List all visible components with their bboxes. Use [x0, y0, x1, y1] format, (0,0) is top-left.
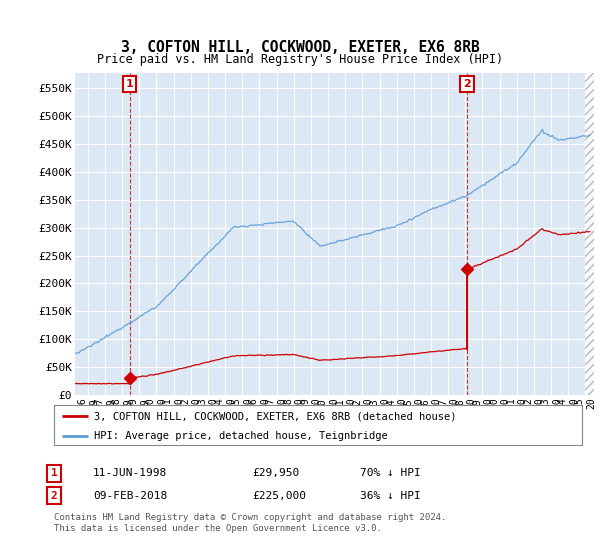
Text: 2: 2	[50, 491, 58, 501]
Bar	[586, 73, 600, 395]
Text: 3, COFTON HILL, COCKWOOD, EXETER, EX6 8RB (detached house): 3, COFTON HILL, COCKWOOD, EXETER, EX6 8R…	[94, 411, 456, 421]
Text: 11-JUN-1998: 11-JUN-1998	[93, 468, 167, 478]
Text: HPI: Average price, detached house, Teignbridge: HPI: Average price, detached house, Teig…	[94, 431, 388, 441]
Text: 70% ↓ HPI: 70% ↓ HPI	[360, 468, 421, 478]
Text: £29,950: £29,950	[252, 468, 299, 478]
Text: 1: 1	[50, 468, 58, 478]
Text: 2: 2	[463, 79, 471, 89]
Text: 1: 1	[126, 79, 134, 89]
Text: 09-FEB-2018: 09-FEB-2018	[93, 491, 167, 501]
Text: 36% ↓ HPI: 36% ↓ HPI	[360, 491, 421, 501]
Text: Price paid vs. HM Land Registry's House Price Index (HPI): Price paid vs. HM Land Registry's House …	[97, 53, 503, 66]
Text: This data is licensed under the Open Government Licence v3.0.: This data is licensed under the Open Gov…	[54, 524, 382, 533]
Text: £225,000: £225,000	[252, 491, 306, 501]
Text: 3, COFTON HILL, COCKWOOD, EXETER, EX6 8RB: 3, COFTON HILL, COCKWOOD, EXETER, EX6 8R…	[121, 40, 479, 55]
Text: Contains HM Land Registry data © Crown copyright and database right 2024.: Contains HM Land Registry data © Crown c…	[54, 513, 446, 522]
